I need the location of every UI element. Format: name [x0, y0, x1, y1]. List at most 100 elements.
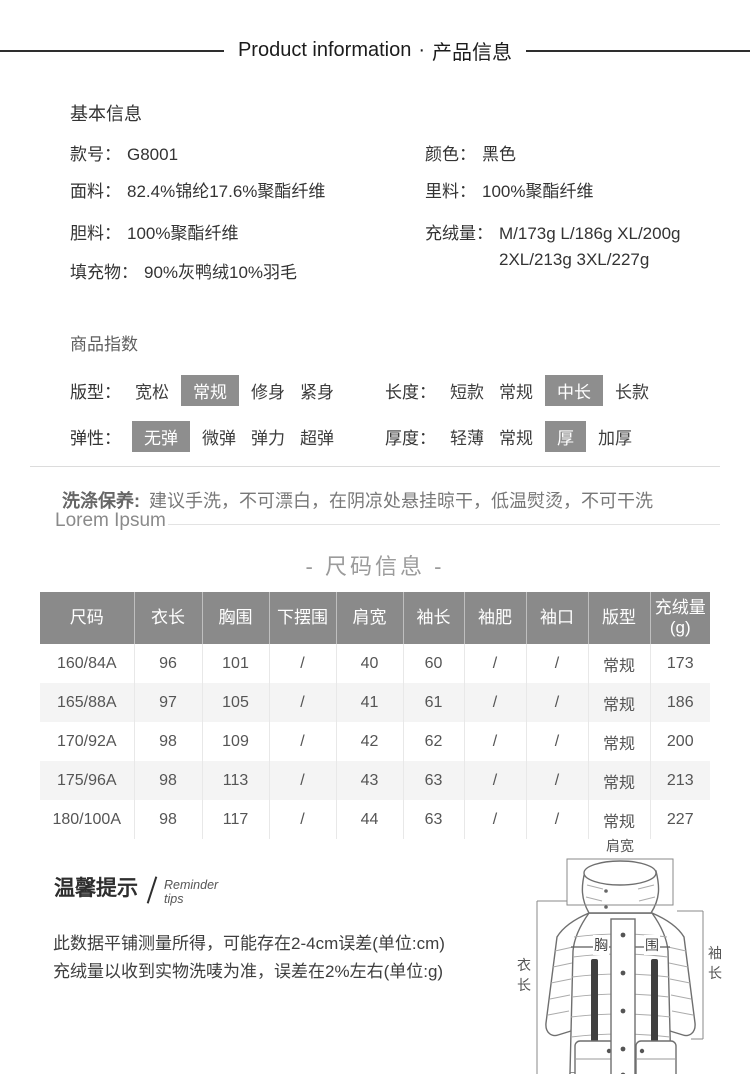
field-label: 填充物： — [70, 263, 138, 282]
option-selected: 常规 — [181, 375, 239, 406]
index-row-elasticity: 弹性： 无弹 微弹 弹力 超弹 — [70, 421, 334, 452]
size-table-wrap: 尺码 衣长 胸围 下摆围 肩宽 袖长 袖肥 袖口 版型 充绒量 (g) 160/84A 96 101/4… — [40, 592, 710, 839]
table-cell: 常规 — [588, 761, 651, 800]
header-cell: 袖肥 — [464, 592, 527, 644]
field-label: 胆料： — [70, 224, 121, 243]
table-row: 180/100A 98 117/44 63// 常规 227 — [40, 800, 710, 839]
table-cell: / — [526, 683, 589, 722]
care-instructions: 洗涤保养: 建议手洗，不可漂白，在阴凉处悬挂晾干，低温熨烫，不可干洗 — [62, 487, 653, 513]
table-cell: 63 — [403, 800, 465, 839]
table-cell: 98 — [134, 761, 203, 800]
page-title-en: Product information — [237, 39, 412, 61]
table-cell: / — [269, 722, 337, 761]
table-cell: 常规 — [588, 722, 651, 761]
header-cell: 肩宽 — [336, 592, 404, 644]
table-cell: 113 — [202, 761, 270, 800]
table-cell: / — [464, 761, 527, 800]
table-cell: 117 — [202, 800, 270, 839]
table-cell: / — [526, 644, 589, 683]
header-cell: 下摆围 — [269, 592, 337, 644]
care-top-rule — [30, 466, 720, 467]
table-cell: 96 — [134, 644, 203, 683]
index-label: 版型： — [70, 383, 121, 402]
index-row-fit: 版型： 宽松 常规 修身 紧身 — [70, 375, 334, 406]
table-cell: 180/100A — [40, 800, 135, 839]
field-value: 黑色 — [482, 145, 516, 164]
table-cell: 44 — [336, 800, 404, 839]
table-cell: 105 — [202, 683, 270, 722]
header-cell: 袖长 — [403, 592, 465, 644]
option: 超弹 — [300, 429, 334, 448]
table-cell: / — [269, 683, 337, 722]
table-cell: / — [464, 683, 527, 722]
header-cell: 版型 — [588, 592, 651, 644]
reminder-en-line1: Reminder — [164, 878, 219, 892]
table-cell: 109 — [202, 722, 270, 761]
field-lining: 里料： 100%聚酯纤维 — [425, 179, 593, 205]
field-label: 颜色： — [425, 145, 476, 164]
header-cell: 胸围 — [202, 592, 270, 644]
table-cell: 98 — [134, 800, 203, 839]
field-label: 充绒量： — [425, 224, 493, 243]
index-options: 短款 常规 中长 长款 — [450, 375, 649, 406]
table-cell: 43 — [336, 761, 404, 800]
header-cell: 充绒量 (g) — [650, 592, 710, 644]
shoulder-width-label: 肩宽 — [606, 838, 634, 854]
table-cell: 200 — [666, 732, 694, 750]
field-color: 颜色： 黑色 — [425, 142, 516, 168]
product-index-heading: 商品指数 — [70, 335, 138, 354]
index-row-length: 长度： 短款 常规 中长 长款 — [385, 375, 649, 406]
field-interlining: 胆料： 100%聚酯纤维 — [70, 221, 238, 247]
table-cell: 101 — [202, 644, 270, 683]
table-row: 160/84A 96 101/40 60// 常规 173 — [40, 644, 710, 683]
table-cell: / — [269, 644, 337, 683]
table-cell: / — [464, 800, 527, 839]
table-cell: / — [526, 761, 589, 800]
table-cell: 63 — [403, 761, 465, 800]
reminder-note-1: 此数据平铺测量所得，可能存在2-4cm误差(单位:cm) — [53, 934, 445, 953]
table-cell: 41 — [336, 683, 404, 722]
jacket-measurement-diagram: 肩宽 胸 围 衣长 袖长 — [505, 838, 745, 1074]
slash-divider — [146, 876, 158, 904]
size-table-body: 160/84A 96 101/40 60// 常规 173 165/88A 97 105/41 6… — [40, 644, 710, 839]
sleeve-length-label: 袖长 — [708, 943, 723, 984]
table-cell: / — [526, 800, 589, 839]
option-selected: 中长 — [545, 375, 603, 406]
option-selected: 无弹 — [132, 421, 190, 452]
care-text: 建议手洗，不可漂白，在阴凉处悬挂晾干，低温熨烫，不可干洗 — [149, 491, 653, 511]
header-cell: 衣长 — [134, 592, 203, 644]
reminder-note-2: 充绒量以收到实物洗唛为准，误差在2%左右(单位:g) — [53, 962, 444, 981]
option: 常规 — [499, 429, 533, 448]
index-options: 无弹 微弹 弹力 超弹 — [132, 421, 334, 452]
field-label: 面料： — [70, 182, 121, 201]
field-value: 100%聚酯纤维 — [482, 182, 594, 201]
option: 常规 — [499, 383, 533, 402]
chest-char-1: 胸 — [593, 935, 609, 955]
table-cell: 62 — [403, 722, 465, 761]
field-value: G8001 — [127, 145, 179, 164]
field-value: 90%灰鸭绒10%羽毛 — [144, 263, 298, 282]
field-shell-fabric: 面料： 82.4%锦纶17.6%聚酯纤维 — [70, 179, 325, 205]
table-row: 175/96A 98 113/43 63// 常规 213 — [40, 761, 710, 800]
table-cell: 173 — [666, 654, 694, 672]
basic-info-heading: 基本信息 — [70, 104, 142, 124]
field-down-fill-weight: 充绒量： M/173g L/186g XL/200g 2XL/213g 3XL/… — [425, 221, 743, 274]
field-value: 82.4%锦纶17.6%聚酯纤维 — [127, 182, 326, 201]
table-cell: 60 — [403, 644, 465, 683]
field-label: 款号： — [70, 145, 121, 164]
table-row: 165/88A 97 105/41 61// 常规 186 — [40, 683, 710, 722]
option: 宽松 — [135, 383, 169, 402]
table-cell: 160/84A — [40, 644, 135, 683]
table-row: 170/92A 98 109/42 62// 常规 200 — [40, 722, 710, 761]
table-cell: 常规 — [588, 800, 651, 839]
header-cell: 尺码 — [40, 592, 135, 644]
size-table: 尺码 衣长 胸围 下摆围 肩宽 袖长 袖肥 袖口 版型 充绒量 (g) 160/84A 96 101/4… — [40, 592, 710, 839]
field-label: 里料： — [425, 182, 476, 201]
option: 弹力 — [251, 429, 285, 448]
option: 加厚 — [598, 429, 632, 448]
garment-length-label: 衣长 — [517, 955, 532, 996]
option: 轻薄 — [450, 429, 484, 448]
page-title: Product information · 产品信息 — [238, 36, 512, 65]
table-cell: / — [526, 722, 589, 761]
